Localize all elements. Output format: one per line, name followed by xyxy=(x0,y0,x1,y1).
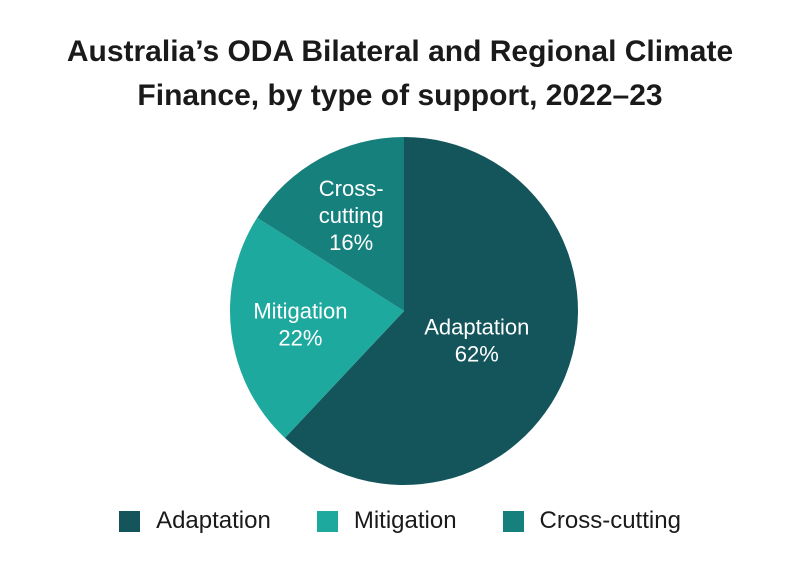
legend-label-cross-cutting: Cross-cutting xyxy=(539,507,681,534)
slice-label-mitigation-line-1: Mitigation xyxy=(253,299,347,324)
slice-label-mitigation-line-2: 22% xyxy=(278,326,322,351)
slice-label-adaptation-line-1: Adaptation xyxy=(424,314,529,339)
slice-label-adaptation: Adaptation 62% xyxy=(424,314,529,366)
legend-swatch-adaptation xyxy=(119,510,141,532)
legend-item-cross-cutting: Cross-cutting xyxy=(502,507,681,535)
slice-label-mitigation: Mitigation 22% xyxy=(253,299,347,351)
pie-slice-cross-cutting xyxy=(257,137,404,311)
legend-item-adaptation: Adaptation xyxy=(119,507,271,535)
slice-label-cross-cutting-line-3: 16% xyxy=(329,230,373,255)
pie-slice-mitigation xyxy=(229,217,404,438)
legend-label-mitigation: Mitigation xyxy=(353,507,457,534)
chart-title-line-2: Finance, by type of support, 2022–23 xyxy=(137,79,663,112)
chart-title: Australia’s ODA Bilateral and Regional C… xyxy=(0,30,800,118)
slice-label-cross-cutting: Cross-cutting 16% xyxy=(319,176,384,255)
pie-slice-adaptation xyxy=(284,137,578,485)
legend-item-mitigation: Mitigation xyxy=(316,507,457,535)
legend-swatch-mitigation xyxy=(316,510,338,532)
legend-swatch-cross-cutting xyxy=(502,510,524,532)
slice-label-adaptation-line-2: 62% xyxy=(455,341,499,366)
chart-title-line-1: Australia’s ODA Bilateral and Regional C… xyxy=(66,35,734,68)
legend: Adaptation Mitigation Cross-cutting xyxy=(0,507,800,535)
slice-label-cross-cutting-line-2: cutting xyxy=(319,203,384,228)
slice-label-cross-cutting-line-1: Cross- xyxy=(319,176,384,201)
legend-label-adaptation: Adaptation xyxy=(156,507,271,534)
